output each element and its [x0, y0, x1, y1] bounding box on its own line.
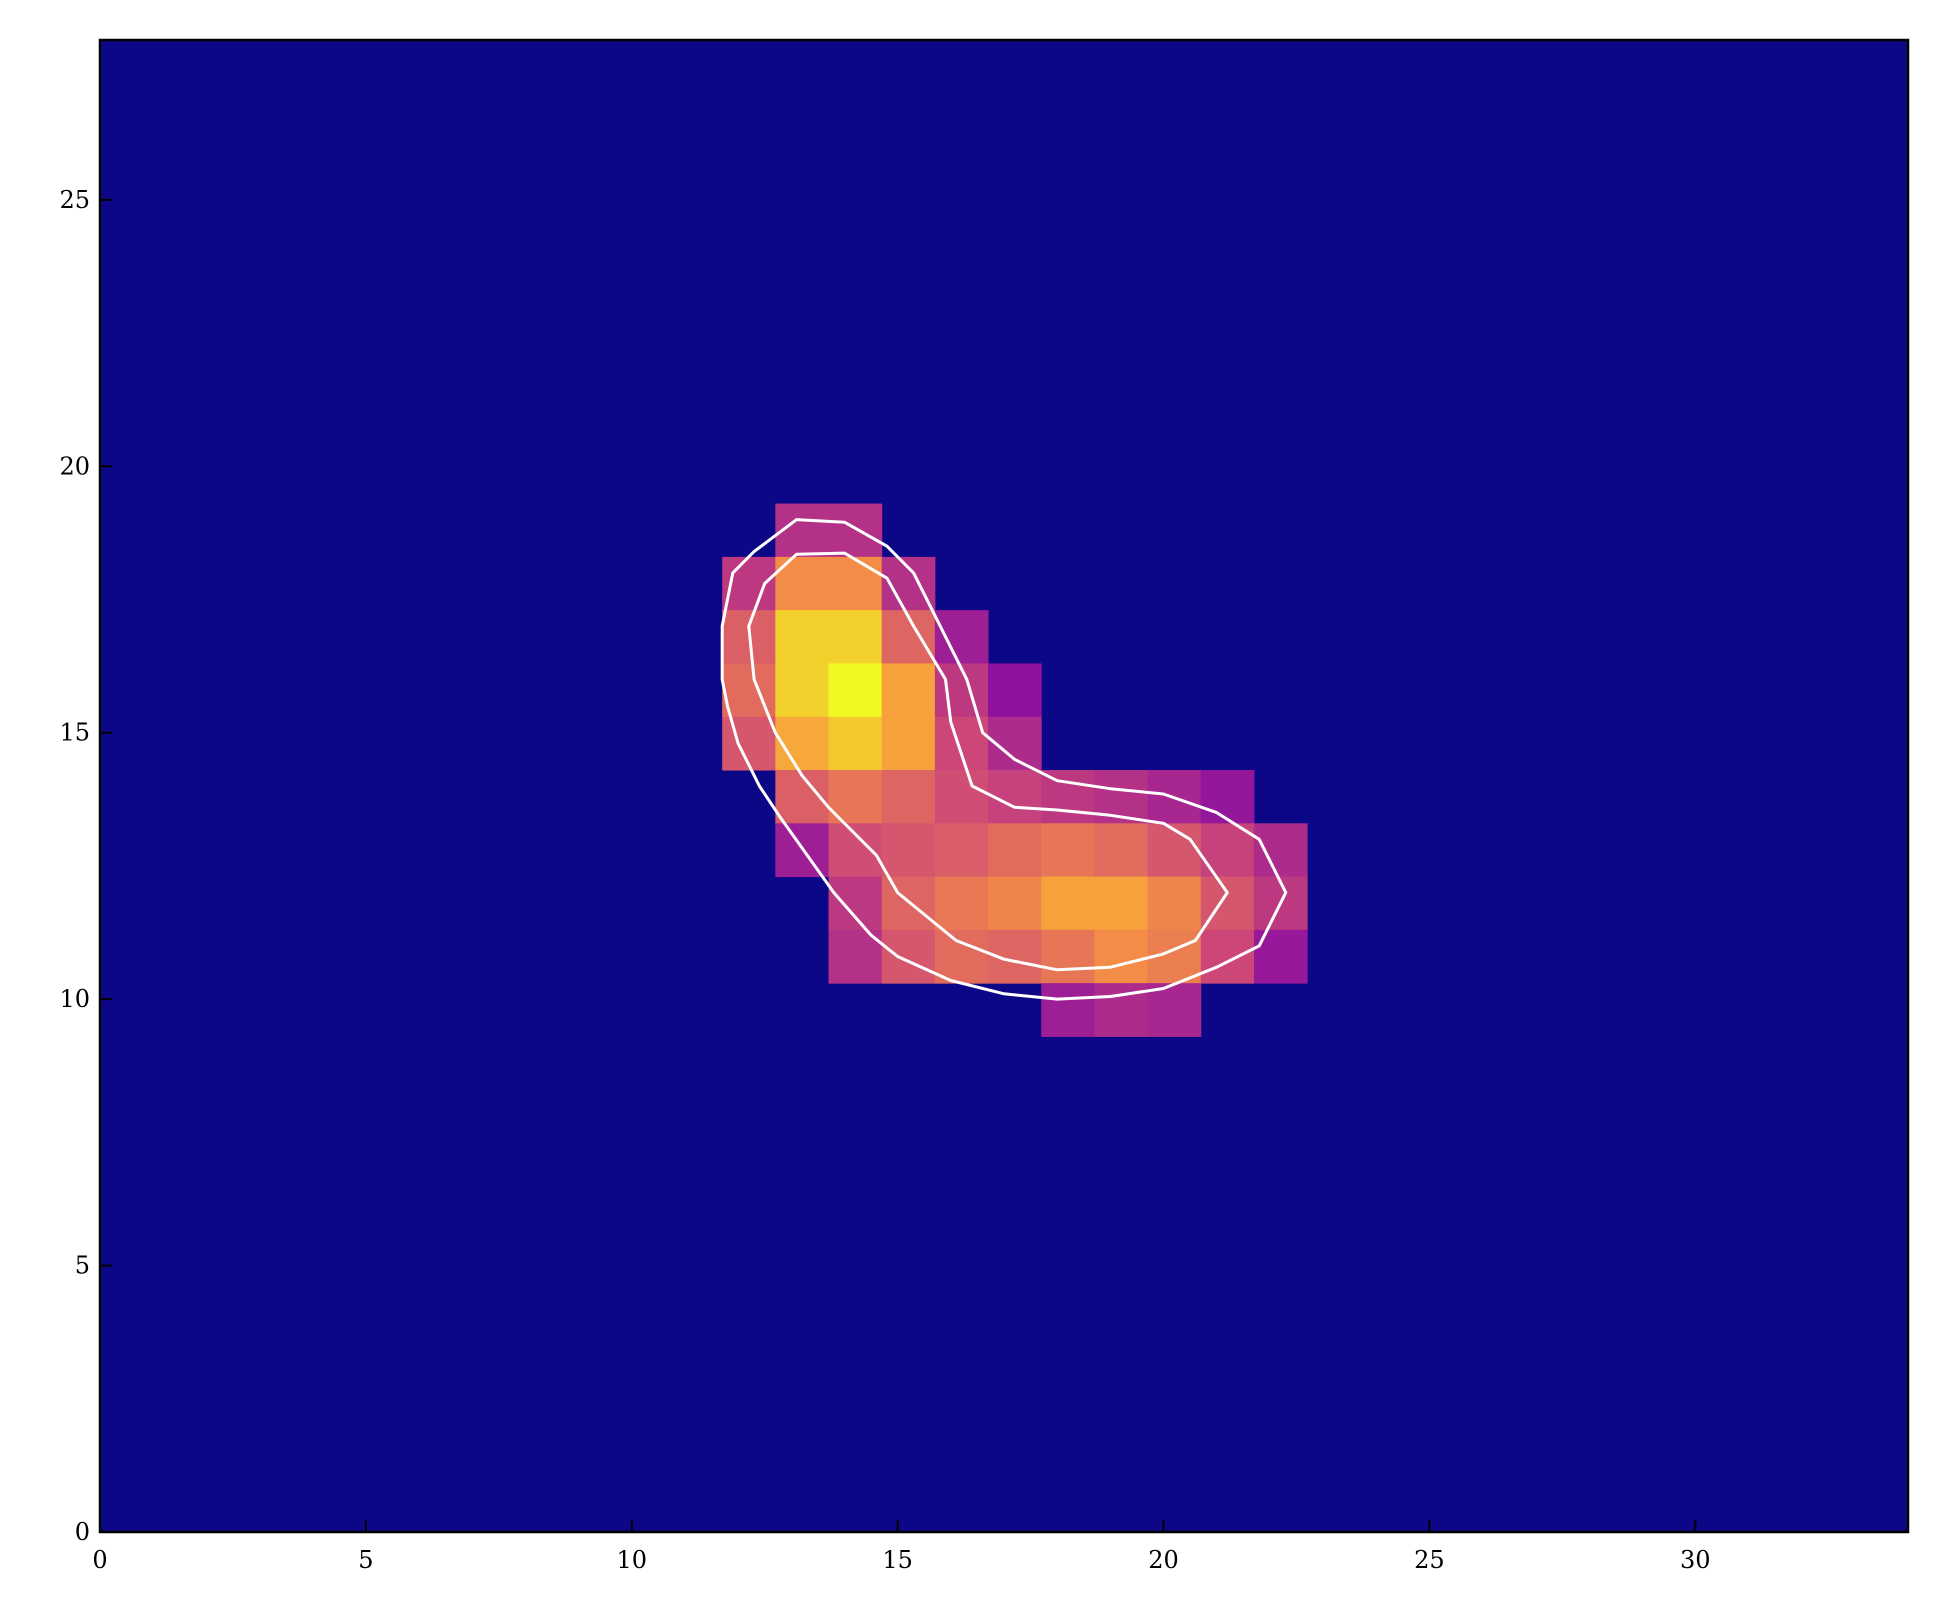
heatmap-cell-58 [1200, 929, 1255, 984]
heatmap-cell-47 [1094, 876, 1149, 931]
heatmap-cell-25 [881, 770, 936, 824]
heatmap-cell-41 [1253, 823, 1308, 878]
x-tick-label-5: 25 [1414, 1546, 1445, 1574]
x-tick-label-3: 15 [882, 1546, 913, 1574]
heatmap-cell-52 [881, 929, 936, 984]
heatmap-cell-56 [1094, 929, 1149, 984]
heatmap-cell-4 [828, 556, 883, 611]
x-axis: 0 5 10 15 20 25 30 [92, 1520, 1711, 1574]
heatmap-cell-18 [775, 716, 830, 771]
heatmap-cell-45 [988, 876, 1042, 931]
heatmap-cell-13 [828, 663, 883, 718]
heatmap-cell-46 [1041, 876, 1095, 931]
x-tick-label-2: 10 [616, 1546, 647, 1574]
heatmap-cell-39 [1147, 823, 1202, 878]
heatmap-cell-7 [775, 610, 830, 664]
y-tick-label-2: 10 [59, 985, 90, 1013]
x-tick-label-6: 30 [1680, 1546, 1711, 1574]
contour-lines [720, 518, 1288, 1001]
heatmap-cell-38 [1094, 823, 1149, 878]
y-tick-label-5: 25 [59, 186, 90, 214]
y-tick-label-1: 5 [75, 1252, 90, 1280]
heatmap-cell-55 [1041, 929, 1095, 984]
heatmap-cell-10 [934, 610, 989, 664]
y-tick-label-3: 15 [59, 719, 90, 747]
heatmap-cell-42 [828, 876, 883, 931]
y-tick-label-0: 0 [75, 1518, 90, 1546]
heatmap-cell-31 [1200, 770, 1255, 824]
heatmap-cell-44 [934, 876, 989, 931]
heatmap-cell-11 [722, 663, 776, 718]
heatmap-cell-8 [828, 610, 883, 664]
contour-outer [720, 518, 1288, 1001]
heatmap-cell-26 [934, 770, 989, 824]
y-axis: 0 5 10 15 20 25 [59, 186, 112, 1546]
heatmap-cell-60 [1041, 983, 1095, 1037]
x-tick-label-1: 5 [358, 1546, 373, 1574]
heatmap-cell-1 [828, 503, 883, 558]
heatmap-cell-28 [1041, 770, 1095, 824]
x-tick-label-0: 0 [92, 1546, 107, 1574]
heatmap-cell-16 [988, 663, 1042, 718]
heatmap-cell-34 [881, 823, 936, 878]
heatmap-cell-17 [722, 716, 776, 771]
heatmap-cell-19 [828, 716, 883, 771]
heatmap-cell-37 [1041, 823, 1095, 878]
heatmap-cell-20 [881, 716, 936, 771]
plot-frame [98, 38, 1910, 1534]
heatmap-cell-35 [934, 823, 989, 878]
heatmap-cell-53 [934, 929, 989, 984]
heatmap-cell-36 [988, 823, 1042, 878]
heatmap-cell-62 [1147, 983, 1202, 1037]
heatmap-cell-14 [881, 663, 936, 718]
x-tick-label-4: 20 [1148, 1546, 1179, 1574]
heatmap-cell-48 [1147, 876, 1202, 931]
heatmap-cell-33 [828, 823, 883, 878]
contour-inner [747, 551, 1229, 972]
y-tick-label-4: 20 [59, 452, 90, 480]
heatmap-cell-12 [775, 663, 830, 718]
